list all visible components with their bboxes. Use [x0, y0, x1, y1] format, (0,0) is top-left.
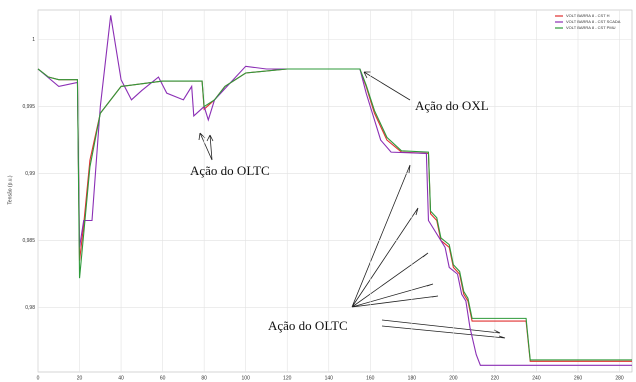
annotation: Ação do OXL — [415, 98, 489, 113]
x-tick-label: 60 — [160, 375, 166, 381]
series-line — [37, 15, 632, 366]
y-tick-label: 0,98 — [25, 305, 35, 311]
x-tick-label: 180 — [408, 375, 417, 381]
x-tick-label: 240 — [532, 375, 541, 381]
x-tick-label: 260 — [574, 375, 583, 381]
x-tick-label: 120 — [283, 375, 292, 381]
y-tick-label: 0,995 — [22, 104, 35, 110]
annotation: Ação do OLTC — [268, 318, 348, 333]
x-tick-label: 100 — [242, 375, 251, 381]
y-axis-label: Tensão (p.u.) — [7, 175, 13, 205]
x-tick-label: 280 — [615, 375, 624, 381]
legend-label: VOLT BARRA 8 - CST SCADA — [566, 19, 621, 24]
annotation: Ação do OLTC — [190, 163, 270, 178]
arrow — [363, 71, 411, 101]
arrow — [351, 164, 506, 339]
legend-label: VOLT BARRA 8 - CST PMU — [566, 25, 616, 30]
x-tick-label: 200 — [449, 375, 458, 381]
y-tick-label: 1 — [32, 37, 35, 43]
x-tick-label: 20 — [77, 375, 83, 381]
x-tick-label: 160 — [366, 375, 375, 381]
x-tick-label: 0 — [37, 375, 40, 381]
arrow — [198, 132, 214, 161]
plot-area — [37, 9, 633, 373]
arrows — [198, 71, 506, 339]
x-tick-label: 40 — [118, 375, 124, 381]
x-tick-label: 140 — [325, 375, 334, 381]
x-tick-label: 80 — [201, 375, 207, 381]
x-tick-label: 220 — [491, 375, 500, 381]
y-tick-label: 0,99 — [25, 171, 35, 177]
legend-label: VOLT BARRA 8 - CST H — [566, 13, 610, 18]
series-line — [37, 68, 632, 361]
y-tick-label: 0,985 — [22, 238, 35, 244]
